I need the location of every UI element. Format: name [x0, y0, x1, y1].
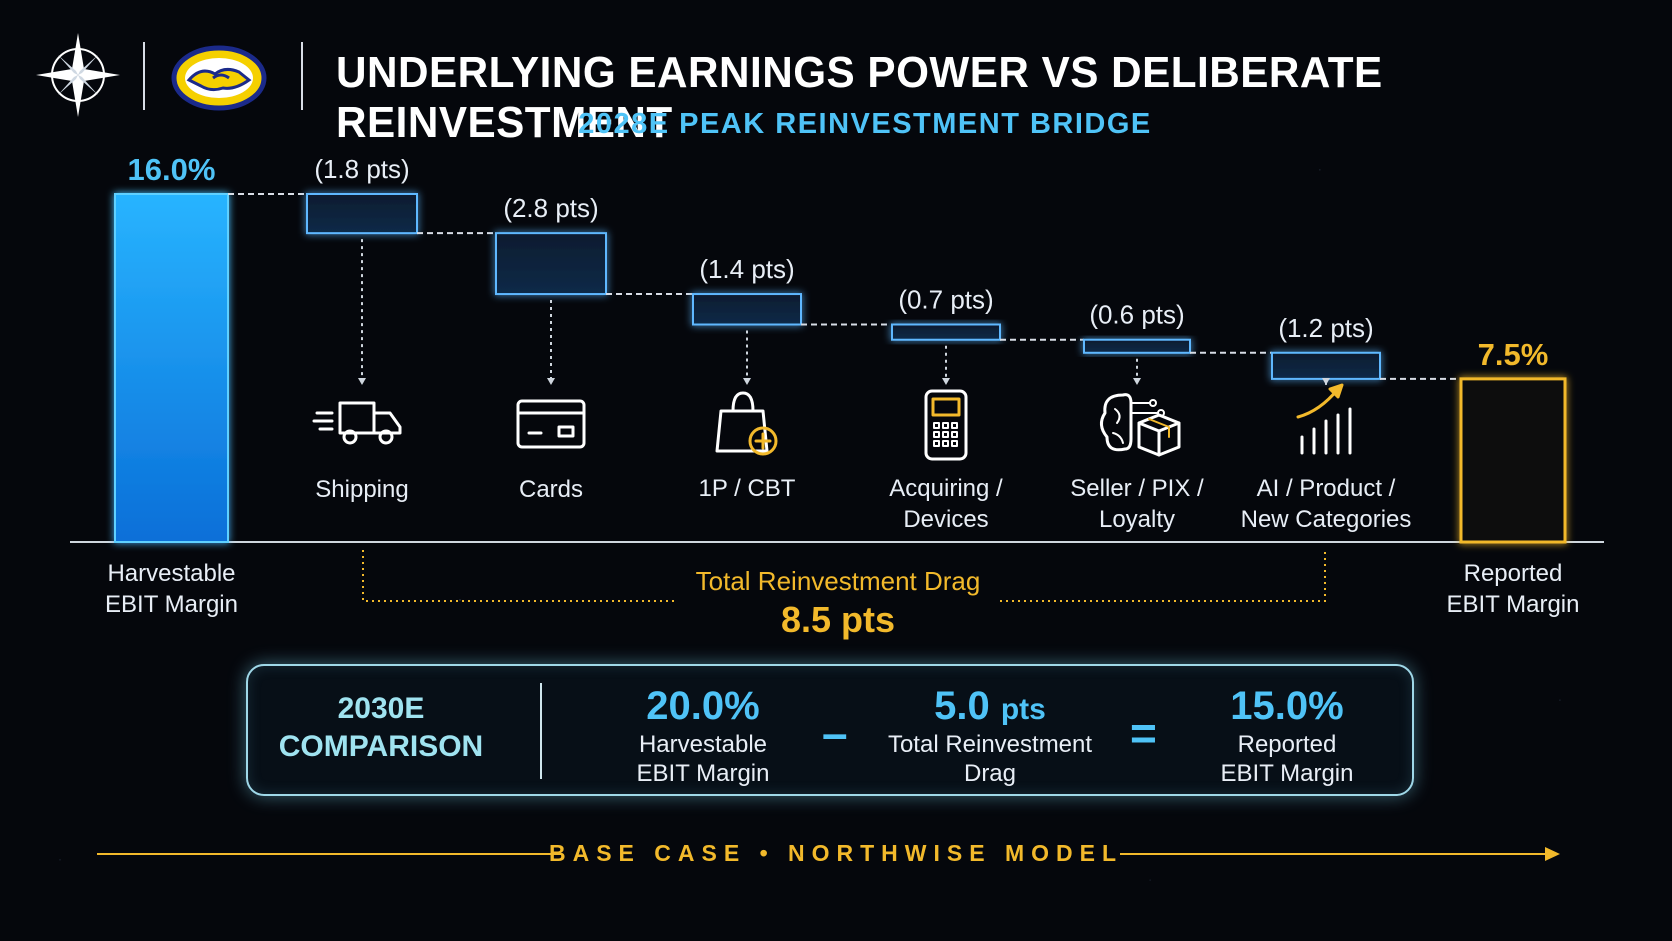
step-value-label: (2.8 pts) — [503, 193, 598, 223]
step-category-label: Cards — [519, 476, 583, 503]
end-bar — [1459, 377, 1567, 544]
step-bar — [306, 193, 418, 235]
step-value-label: (0.7 pts) — [898, 285, 993, 315]
step-pointer-arrow — [1133, 378, 1141, 385]
compass-rose-icon — [36, 33, 120, 117]
start-category-label: Harvestable EBIT Margin — [105, 560, 238, 618]
step-bar — [1271, 351, 1381, 380]
total-drag-label: Total Reinvestment Drag — [696, 566, 981, 596]
step-pointer-arrow — [743, 378, 751, 385]
handshake-logo — [171, 45, 267, 111]
end-category-label: Reported EBIT Margin — [1447, 560, 1580, 618]
step-category-label: Shipping — [315, 476, 408, 503]
total-drag-bracket — [362, 550, 1326, 602]
truck-icon — [312, 401, 402, 445]
pos-terminal-icon — [924, 389, 968, 461]
step-value-label: (1.8 pts) — [314, 154, 409, 184]
step-bar — [891, 323, 1001, 341]
brain-box-icon — [1100, 393, 1181, 457]
step-value-label: (1.2 pts) — [1278, 313, 1373, 343]
total-drag-value: 8.5 pts — [781, 599, 895, 640]
start-value-label: 16.0% — [128, 152, 216, 187]
step-value-label: (1.4 pts) — [699, 254, 794, 284]
step-category-label: AI / Product / New Categories — [1241, 475, 1412, 533]
step-bar — [692, 293, 802, 326]
start-bar — [114, 193, 229, 543]
step-bar — [1083, 338, 1191, 354]
growth-chart-icon — [1296, 383, 1352, 455]
step-pointer-arrow — [942, 378, 950, 385]
footer-arrow — [97, 847, 1560, 861]
step-category-label: Seller / PIX / Loyalty — [1070, 475, 1204, 533]
step-pointer-arrow — [547, 378, 555, 385]
step-pointer-arrow — [358, 378, 366, 385]
step-pointer-arrow — [1322, 378, 1330, 385]
end-value-label: 7.5% — [1478, 337, 1549, 372]
shopping-bag-plus-icon — [715, 391, 778, 456]
step-bar — [495, 232, 607, 296]
step-category-label: Acquiring / Devices — [889, 475, 1003, 533]
step-category-label: 1P / CBT — [699, 475, 796, 502]
credit-card-icon — [516, 399, 586, 449]
step-value-label: (0.6 pts) — [1089, 300, 1184, 330]
